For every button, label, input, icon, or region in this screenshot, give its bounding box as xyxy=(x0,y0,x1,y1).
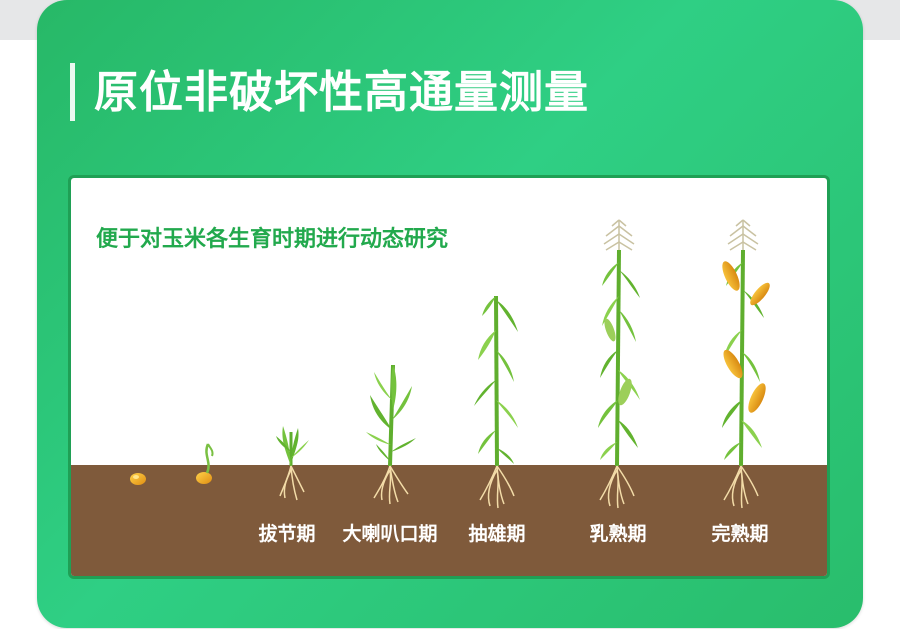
roots-icon xyxy=(279,465,305,501)
soil-ground xyxy=(71,465,827,576)
stage-label-milk-ripe: 乳熟期 xyxy=(589,523,647,545)
stage-label-big-trumpet: 大喇叭口期 xyxy=(342,523,438,545)
page-title: 原位非破坏性高通量测量 xyxy=(94,67,589,118)
sprouting-seed-icon xyxy=(196,443,214,484)
stage-label-tasseling: 抽雄期 xyxy=(468,523,526,545)
corn-plant-trumpet-icon xyxy=(366,364,416,505)
title-accent-bar xyxy=(70,63,75,121)
corn-plant-mature-icon xyxy=(722,219,770,509)
corn-ear-icon xyxy=(722,261,770,413)
stage-label-full-ripe: 完熟期 xyxy=(711,523,769,545)
panel-subtitle: 便于对玉米各生育时期进行动态研究 xyxy=(96,227,449,252)
corn-plant-milk-ripe-icon xyxy=(598,219,640,509)
corn-seed-icon xyxy=(130,473,146,485)
tassel-icon xyxy=(603,219,635,251)
stage-label-jointing: 拔节期 xyxy=(258,523,316,545)
corn-plant-jointing-icon xyxy=(276,426,309,501)
corn-plant-tasseling-icon xyxy=(474,295,518,509)
